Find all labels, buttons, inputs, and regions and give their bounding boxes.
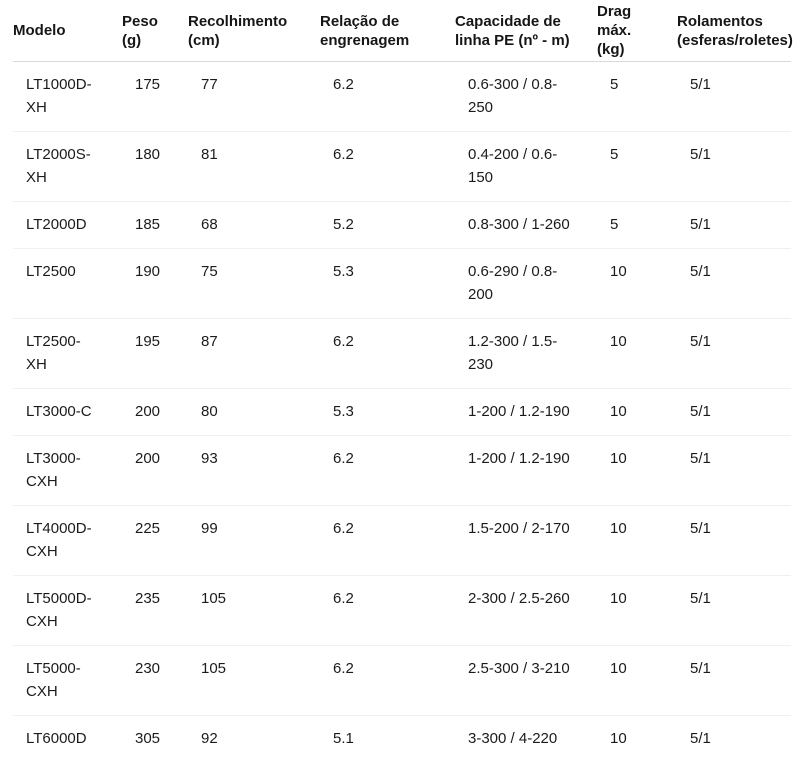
column-header-drag: Drag máx. (kg)	[597, 0, 677, 62]
cell-drag: 10	[610, 730, 627, 747]
cell-drag: 10	[597, 505, 677, 576]
cell-rolamentos: 5/1	[677, 318, 791, 389]
cell-rolamentos: 5/1	[677, 435, 791, 506]
cell-peso: 200	[122, 435, 188, 506]
cell-drag: 10	[597, 248, 677, 319]
cell-rolamentos: 5/1	[690, 730, 711, 747]
cell-recolhimento: 105	[188, 645, 320, 716]
cell-relacao: 6.2	[320, 645, 455, 716]
table-row: LT1000D-XH 175 77 6.2 0.6-300 / 0.8-250 …	[13, 61, 791, 132]
cell-drag: 10	[597, 318, 677, 389]
table-row: LT2000D 185 68 5.2 0.8-300 / 1-260 5 5/1	[13, 201, 791, 249]
cell-capacidade: 1-200 / 1.2-190	[455, 435, 597, 506]
table-row: LT5000-CXH 230 105 6.2 2.5-300 / 3-210 1…	[13, 645, 791, 716]
cell-relacao: 6.2	[320, 505, 455, 576]
cell-drag: 5	[597, 201, 677, 249]
cell-modelo: LT2500	[13, 248, 122, 319]
cell-peso: 185	[122, 201, 188, 249]
cell-capacidade: 1.5-200 / 2-170	[455, 505, 597, 576]
cell-drag: 10	[597, 388, 677, 436]
cell-capacidade: 1.2-300 / 1.5-230	[455, 318, 597, 389]
table-row: LT3000-CXH 200 93 6.2 1-200 / 1.2-190 10…	[13, 435, 791, 506]
cell-drag: 5	[597, 61, 677, 132]
cell-relacao: 6.2	[320, 435, 455, 506]
column-header-modelo: Modelo	[13, 0, 122, 62]
cell-modelo: LT6000D	[26, 730, 87, 747]
cell-peso: 195	[122, 318, 188, 389]
cell-rolamentos: 5/1	[677, 645, 791, 716]
cell-rolamentos: 5/1	[677, 201, 791, 249]
cell-capacidade: 2-300 / 2.5-260	[455, 575, 597, 646]
cell-recolhimento: 81	[188, 131, 320, 202]
cell-capacidade: 0.6-290 / 0.8-200	[455, 248, 597, 319]
cell-peso: 200	[122, 388, 188, 436]
cell-recolhimento: 93	[188, 435, 320, 506]
table-row: LT2500 190 75 5.3 0.6-290 / 0.8-200 10 5…	[13, 248, 791, 319]
table-header-row: Modelo Peso (g) Recolhimento (cm) Relaçã…	[13, 0, 793, 62]
cell-peso: 175	[122, 61, 188, 132]
cell-capacidade: 2.5-300 / 3-210	[455, 645, 597, 716]
cell-drag: 10	[597, 645, 677, 716]
cell-relacao: 5.3	[320, 248, 455, 319]
table-row: LT5000D-CXH 235 105 6.2 2-300 / 2.5-260 …	[13, 575, 791, 646]
column-header-capacidade: Capacidade de linha PE (nº - m)	[455, 0, 597, 62]
cell-capacidade: 0.8-300 / 1-260	[455, 201, 597, 249]
cell-rolamentos: 5/1	[677, 388, 791, 436]
cell-rolamentos: 5/1	[677, 61, 791, 132]
cell-modelo: LT5000D-CXH	[13, 575, 122, 646]
table-row: LT3000-C 200 80 5.3 1-200 / 1.2-190 10 5…	[13, 388, 791, 436]
cell-modelo: LT2000D	[13, 201, 122, 249]
table-row: LT4000D-CXH 225 99 6.2 1.5-200 / 2-170 1…	[13, 505, 791, 576]
cell-drag: 5	[597, 131, 677, 202]
cell-rolamentos: 5/1	[677, 575, 791, 646]
cell-relacao: 6.2	[320, 131, 455, 202]
cell-relacao: 5.2	[320, 201, 455, 249]
cell-drag: 10	[597, 575, 677, 646]
cell-peso: 230	[122, 645, 188, 716]
cell-modelo: LT4000D-CXH	[13, 505, 122, 576]
cell-relacao: 6.2	[320, 575, 455, 646]
cell-relacao: 5.3	[320, 388, 455, 436]
column-header-rolamentos: Rolamentos (esferas/roletes)	[677, 0, 793, 62]
cell-peso: 190	[122, 248, 188, 319]
cell-recolhimento: 87	[188, 318, 320, 389]
cell-capacidade: 0.6-300 / 0.8-250	[455, 61, 597, 132]
cell-modelo: LT3000-CXH	[13, 435, 122, 506]
cell-modelo: LT2500-XH	[13, 318, 122, 389]
cell-drag: 10	[597, 435, 677, 506]
cell-relacao: 6.2	[320, 61, 455, 132]
cell-peso: 180	[122, 131, 188, 202]
specs-table: Modelo Peso (g) Recolhimento (cm) Relaçã…	[13, 0, 793, 758]
column-header-relacao: Relação de engrenagem	[320, 0, 455, 62]
cell-recolhimento: 68	[188, 201, 320, 249]
cell-relacao: 5.1	[333, 730, 354, 747]
cell-capacidade: 1-200 / 1.2-190	[455, 388, 597, 436]
cell-recolhimento: 80	[188, 388, 320, 436]
cell-capacidade: 0.4-200 / 0.6-150	[455, 131, 597, 202]
cell-relacao: 6.2	[320, 318, 455, 389]
cell-rolamentos: 5/1	[677, 131, 791, 202]
cell-peso: 235	[122, 575, 188, 646]
cell-recolhimento: 99	[188, 505, 320, 576]
cell-capacidade: 3-300 / 4-220	[468, 730, 558, 747]
cell-recolhimento: 77	[188, 61, 320, 132]
table-row: LT6000D 305 92 5.1 3-300 / 4-220 10 5/1	[13, 716, 791, 758]
table-body: LT1000D-XH 175 77 6.2 0.6-300 / 0.8-250 …	[13, 61, 791, 758]
cell-modelo: LT1000D-XH	[13, 61, 122, 132]
cell-peso: 305	[135, 730, 161, 747]
column-header-recolhimento: Recolhimento (cm)	[188, 0, 320, 62]
cell-peso: 225	[122, 505, 188, 576]
column-header-peso: Peso (g)	[122, 0, 188, 62]
cell-recolhimento: 75	[188, 248, 320, 319]
table-row: LT2000S-XH 180 81 6.2 0.4-200 / 0.6-150 …	[13, 131, 791, 202]
cell-rolamentos: 5/1	[677, 248, 791, 319]
cell-recolhimento: 92	[201, 730, 218, 747]
cell-modelo: LT5000-CXH	[13, 645, 122, 716]
table-row: LT2500-XH 195 87 6.2 1.2-300 / 1.5-230 1…	[13, 318, 791, 389]
cell-modelo: LT3000-C	[13, 388, 122, 436]
cell-recolhimento: 105	[188, 575, 320, 646]
cell-rolamentos: 5/1	[677, 505, 791, 576]
cell-modelo: LT2000S-XH	[13, 131, 122, 202]
